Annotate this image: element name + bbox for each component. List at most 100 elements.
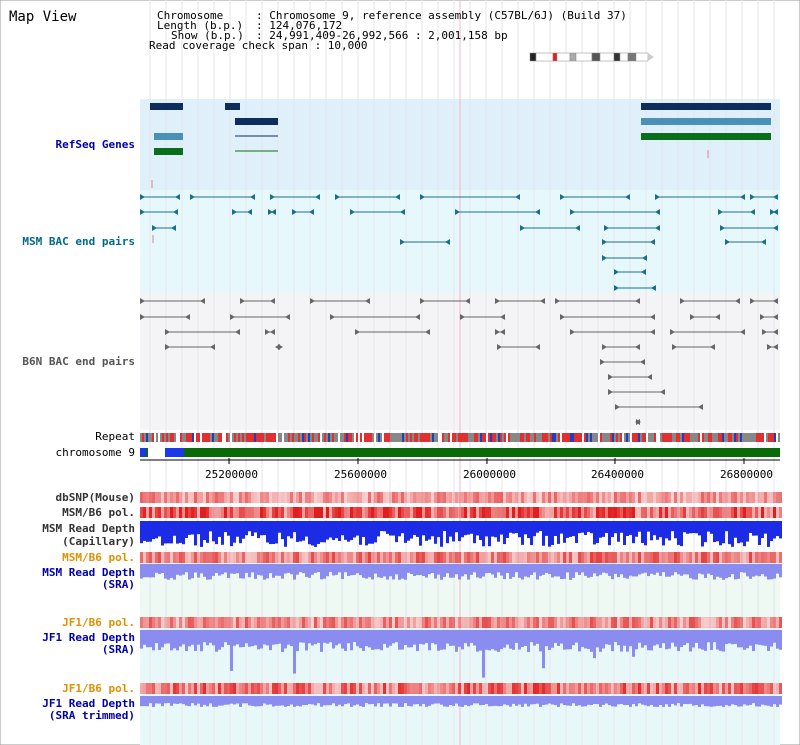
bac-end: [275, 344, 280, 350]
polymorphism-block: [146, 507, 149, 518]
polymorphism-block: [440, 507, 443, 518]
polymorphism-block: [182, 507, 185, 518]
polymorphism-block: [320, 492, 323, 503]
read-depth-bar: [257, 521, 260, 539]
repeat-block: [742, 433, 744, 442]
polymorphism-block: [209, 617, 212, 628]
repeat-block: [364, 433, 366, 442]
polymorphism-block: [710, 683, 713, 694]
repeat-block: [668, 433, 670, 442]
read-depth-bar: [512, 564, 515, 577]
polymorphism-block: [209, 683, 212, 694]
bac-end: [773, 209, 778, 215]
read-depth-bar: [344, 564, 347, 573]
repeat-block: [198, 433, 200, 442]
bac-end: [575, 225, 580, 231]
repeat-block: [590, 433, 592, 442]
read-depth-bar: [602, 696, 605, 705]
polymorphism-block: [269, 683, 272, 694]
read-depth-bar: [593, 630, 596, 659]
polymorphism-block: [278, 617, 281, 628]
read-depth-bar: [413, 696, 416, 705]
polymorphism-block: [536, 617, 539, 628]
read-depth-bar: [287, 521, 290, 537]
read-depth-bar: [425, 564, 428, 578]
polymorphism-block: [587, 683, 590, 694]
polymorphism-block: [770, 617, 773, 628]
polymorphism-block: [347, 552, 350, 563]
read-depth-bar: [671, 630, 674, 643]
polymorphism-block: [494, 507, 497, 518]
repeat-block: [340, 433, 342, 442]
read-depth-bar: [587, 521, 590, 532]
polymorphism-block: [470, 507, 473, 518]
polymorphism-block: [404, 683, 407, 694]
polymorphism-block: [704, 492, 707, 503]
track-label-msm-depth-sra: MSM Read Depth: [42, 566, 135, 579]
repeat-block: [526, 433, 528, 442]
polymorphism-block: [698, 617, 701, 628]
repeat-block: [488, 433, 490, 442]
read-depth-bar: [173, 521, 176, 536]
bac-end: [608, 389, 613, 395]
bac-end: [651, 285, 656, 291]
repeat-block: [258, 433, 260, 442]
polymorphism-block: [542, 552, 545, 563]
repeat-block: [662, 433, 664, 442]
repeat-block: [612, 433, 614, 442]
polymorphism-block: [698, 507, 701, 518]
read-depth-bar: [278, 696, 281, 706]
polymorphism-block: [383, 552, 386, 563]
polymorphism-block: [245, 617, 248, 628]
polymorphism-block: [638, 492, 641, 503]
polymorphism-block: [281, 552, 284, 563]
read-depth-bar: [659, 630, 662, 649]
bac-end: [535, 209, 540, 215]
read-depth-bar: [203, 564, 206, 577]
read-depth-bar: [518, 564, 521, 578]
bac-end: [635, 419, 640, 425]
polymorphism-block: [323, 492, 326, 503]
polymorphism-block: [206, 492, 209, 503]
read-depth-bar: [644, 696, 647, 706]
repeat-block: [262, 433, 264, 442]
polymorphism-block: [557, 492, 560, 503]
read-depth-bar: [149, 630, 152, 648]
bac-end: [650, 329, 655, 335]
read-depth-bar: [215, 630, 218, 652]
polymorphism-block: [275, 507, 278, 518]
polymorphism-block: [215, 507, 218, 518]
polymorphism-block: [191, 552, 194, 563]
read-depth-bar: [146, 696, 149, 707]
polymorphism-block: [611, 552, 614, 563]
polymorphism-block: [626, 507, 629, 518]
read-depth-bar: [152, 564, 155, 578]
read-depth-bar: [776, 521, 779, 537]
read-depth-bar: [719, 521, 722, 546]
read-depth-bar: [437, 630, 440, 651]
polymorphism-block: [776, 492, 779, 503]
read-depth-bar: [716, 521, 719, 542]
polymorphism-block: [557, 617, 560, 628]
read-depth-bar: [734, 630, 737, 644]
read-depth-bar: [740, 696, 743, 707]
polymorphism-block: [620, 507, 623, 518]
read-depth-bar: [284, 696, 287, 707]
polymorphism-block: [554, 492, 557, 503]
axis-tick-label: 25200000: [205, 468, 258, 481]
bac-end: [271, 209, 276, 215]
polymorphism-block: [704, 507, 707, 518]
polymorphism-block: [254, 492, 257, 503]
repeat-block: [384, 433, 386, 442]
read-depth-bar: [485, 564, 488, 574]
polymorphism-block: [512, 683, 515, 694]
read-depth-bar: [455, 696, 458, 704]
track-label-b6n-bac: B6N BAC end pairs: [22, 355, 135, 368]
repeat-block: [224, 433, 226, 442]
polymorphism-block: [392, 507, 395, 518]
repeat-block: [448, 433, 450, 442]
read-depth-bar: [191, 696, 194, 704]
read-depth-bar: [215, 564, 218, 574]
polymorphism-block: [260, 492, 263, 503]
